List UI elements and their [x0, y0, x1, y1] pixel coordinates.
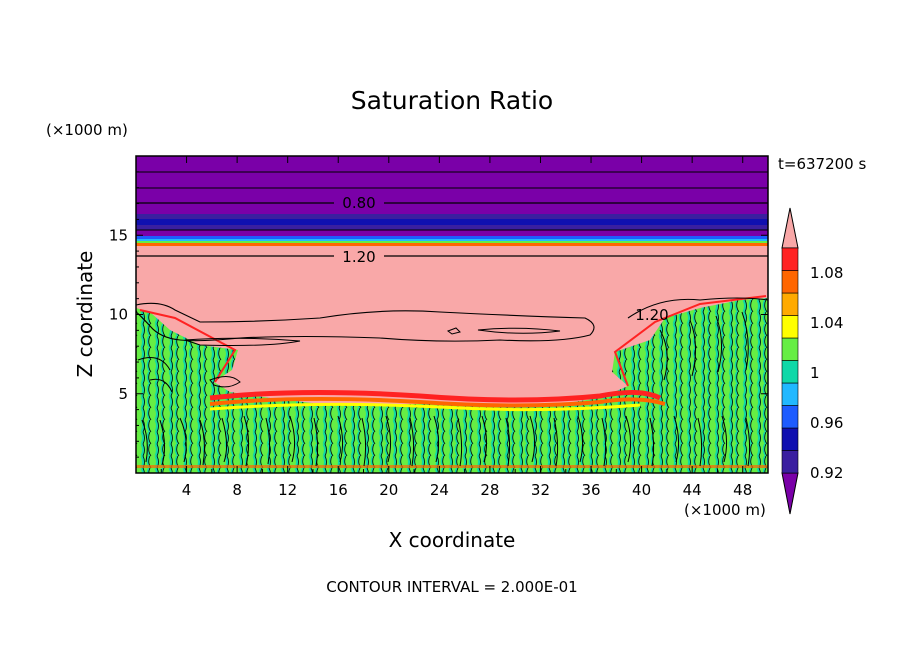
colorbar-swatch: [781, 315, 799, 339]
surface-band: [136, 465, 768, 468]
convective-plume-left: [136, 308, 320, 406]
x-tick-label: 48: [733, 481, 752, 499]
x-tick-label: 44: [683, 481, 702, 499]
colorbar-swatch: [781, 337, 799, 361]
colorbar-label: 0.92: [810, 464, 843, 482]
convective-plume-right: [560, 298, 768, 406]
transition-band-blue: [136, 236, 768, 239]
colorbar-bottom-arrow: [781, 472, 799, 515]
x-tick-label: 20: [379, 481, 398, 499]
interface-band-yellow: [209, 402, 641, 412]
interface-band-orange: [209, 396, 666, 408]
heatmap-field: [136, 156, 768, 473]
x-tick-label: 28: [480, 481, 499, 499]
colorbar-swatch: [781, 450, 799, 474]
upper-layer: [136, 156, 768, 246]
plume-edge-right: [613, 295, 767, 387]
colorbar-swatch: [781, 292, 799, 316]
y-axis: 5 10 15: [109, 171, 768, 458]
y-tick-label: 5: [118, 385, 128, 403]
contour-line-inner-right: [477, 327, 561, 334]
x-tick-label: 16: [329, 481, 348, 499]
contour-line-cloud-top: [136, 302, 595, 342]
colorbar-label: 0.96: [810, 414, 843, 432]
colorbar: 1.08 1.04 1 0.96 0.92: [781, 207, 843, 515]
colorbar-swatch: [781, 405, 799, 429]
contour-line-small-cell: [446, 327, 461, 335]
x-tick-label: 4: [182, 481, 192, 499]
colorbar-swatch: [781, 247, 799, 271]
colorbar-label: 1.08: [810, 264, 843, 282]
x-tick-label: 36: [581, 481, 600, 499]
colorbar-top-arrow: [781, 207, 799, 249]
x-tick-label: 40: [632, 481, 651, 499]
x-axis-label: X coordinate: [388, 528, 516, 552]
plume-edge-left: [139, 309, 237, 383]
contour-line-right-plume: [627, 297, 768, 319]
upper-layer-band-dark: [136, 219, 768, 225]
chart-title: Saturation Ratio: [350, 86, 554, 115]
contour-line-left-cell: [209, 376, 241, 388]
colorbar-swatch: [781, 360, 799, 384]
contour-label: 1.20: [635, 306, 668, 324]
y-tick-label: 10: [109, 306, 128, 324]
convective-layer: [136, 404, 768, 473]
transition-band-orange: [136, 243, 768, 246]
transition-band-green: [136, 241, 768, 243]
colorbar-label: 1: [810, 364, 820, 382]
interface-band-red: [209, 389, 662, 403]
contour-label: 1.20: [342, 248, 375, 266]
contour-line-inner-left: [184, 337, 301, 346]
contour-lines-convective: [137, 311, 751, 467]
x-unit-label: (×1000 m): [684, 501, 766, 519]
transition-band-cyan: [136, 239, 768, 241]
y-axis-label: Z coordinate: [73, 250, 97, 378]
time-label: t=637200 s: [778, 155, 867, 173]
x-tick-label: 24: [430, 481, 449, 499]
colorbar-swatch: [781, 382, 799, 406]
x-tick-label: 8: [232, 481, 242, 499]
x-tick-label: 12: [278, 481, 297, 499]
colorbar-label: 1.04: [810, 314, 843, 332]
y-tick-label: 15: [109, 226, 128, 244]
colorbar-swatch: [781, 270, 799, 294]
contour-interval-note: CONTOUR INTERVAL = 2.000E-01: [326, 578, 578, 596]
x-axis: 4 8 12 16 20 24 28 32 36 40 44 48: [160, 156, 752, 499]
colorbar-swatch: [781, 427, 799, 451]
y-unit-label: (×1000 m): [46, 121, 128, 139]
contour-label: 0.80: [342, 194, 375, 212]
x-tick-label: 32: [531, 481, 550, 499]
